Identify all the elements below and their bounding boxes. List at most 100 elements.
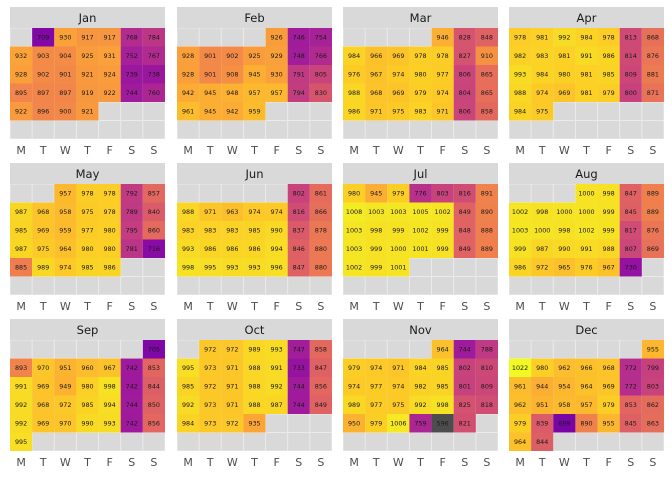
day-cell <box>142 377 165 396</box>
empty-day-cell <box>509 277 531 295</box>
day-value-label: 979 <box>370 420 382 428</box>
empty-day-cell <box>266 184 288 202</box>
day-cell <box>387 221 410 240</box>
day-cell <box>142 221 165 240</box>
weekday-tick-label: T <box>39 300 47 313</box>
day-cell <box>142 340 165 359</box>
empty-day-cell <box>575 277 598 295</box>
day-cell <box>32 414 55 433</box>
weekday-tick-label: S <box>150 300 157 313</box>
day-value-label: 986 <box>226 245 238 253</box>
day-value-label: 814 <box>625 52 637 60</box>
day-value-label: 917 <box>81 34 93 42</box>
day-cell <box>531 358 554 377</box>
day-cell <box>221 202 244 221</box>
day-value-label: 976 <box>348 71 360 79</box>
day-value-label: 1022 <box>512 364 528 372</box>
empty-day-cell <box>121 121 143 139</box>
empty-day-cell <box>310 414 332 432</box>
day-value-label: 847 <box>315 364 327 372</box>
empty-day-cell <box>143 258 165 276</box>
empty-day-cell <box>365 277 387 295</box>
month-strip <box>177 163 332 184</box>
day-value-label: 1000 <box>534 227 550 235</box>
day-cell <box>199 202 222 221</box>
day-cell <box>365 102 388 121</box>
day-cell <box>120 65 143 84</box>
day-value-label: 954 <box>558 383 570 391</box>
day-value-label: 1002 <box>578 227 594 235</box>
day-cell <box>475 65 498 84</box>
day-value-label: 803 <box>647 383 659 391</box>
day-value-label: 1003 <box>512 227 528 235</box>
day-cell <box>597 377 620 396</box>
day-value-label: 972 <box>59 401 71 409</box>
day-value-label: 964 <box>580 383 592 391</box>
empty-day-cell <box>243 433 266 451</box>
day-value-label: 928 <box>182 52 194 60</box>
weekday-tick-label: F <box>106 456 112 469</box>
day-value-label: 969 <box>392 52 404 60</box>
empty-day-cell <box>243 28 266 46</box>
day-value-label: 998 <box>104 383 116 391</box>
day-value-label: 955 <box>647 346 659 354</box>
day-cell <box>76 258 99 277</box>
empty-day-cell <box>409 277 432 295</box>
empty-day-cell <box>76 121 99 139</box>
empty-day-cell <box>143 121 165 139</box>
empty-day-cell <box>177 340 199 358</box>
day-cell <box>453 65 476 84</box>
empty-day-cell <box>266 414 288 432</box>
day-value-label: 977 <box>81 227 93 235</box>
day-cell <box>509 358 532 377</box>
day-cell <box>365 258 388 277</box>
day-value-label: 975 <box>392 401 404 409</box>
empty-day-cell <box>32 433 54 451</box>
day-cell <box>619 395 642 414</box>
day-value-label: 1006 <box>390 420 406 428</box>
day-value-label: 985 <box>437 364 449 372</box>
day-value-label: 849 <box>459 208 471 216</box>
weekday-tick-label: W <box>227 144 238 157</box>
day-cell <box>641 28 664 47</box>
weekday-tick-label: W <box>559 456 570 469</box>
day-cell <box>243 239 266 258</box>
day-value-label: 969 <box>603 383 615 391</box>
day-cell <box>575 202 598 221</box>
day-cell <box>431 221 454 240</box>
day-cell <box>177 46 200 65</box>
month-panel-mar: Mar 946 828 848 984 966 969 978 978 827 910 976 967 9… <box>343 7 498 157</box>
weekday-tick-label: S <box>649 300 656 313</box>
day-cell <box>575 414 598 433</box>
day-value-label: 974 <box>536 89 548 97</box>
weekday-tick-label: S <box>627 144 634 157</box>
day-cell <box>98 358 121 377</box>
day-cell <box>343 83 366 102</box>
day-cell <box>177 202 200 221</box>
day-value-label: 962 <box>514 401 526 409</box>
day-cell <box>575 395 598 414</box>
day-value-label: 890 <box>580 420 592 428</box>
day-cell <box>199 395 222 414</box>
month-title: Apr <box>577 11 597 25</box>
day-value-label: 837 <box>293 227 305 235</box>
day-value-label: 962 <box>558 364 570 372</box>
day-value-label: 784 <box>148 34 160 42</box>
day-cell <box>387 395 410 414</box>
day-value-label: 709 <box>37 34 49 42</box>
day-cell <box>32 65 55 84</box>
day-cell <box>343 202 366 221</box>
empty-day-cell <box>177 28 199 46</box>
day-value-label: 979 <box>414 89 426 97</box>
day-value-label: 945 <box>248 71 260 79</box>
day-value-label: 982 <box>414 383 426 391</box>
day-value-label: 994 <box>104 401 116 409</box>
day-value-label: 978 <box>603 34 615 42</box>
day-cell <box>597 239 620 258</box>
day-value-label: 999 <box>603 227 615 235</box>
day-cell <box>243 102 266 121</box>
day-value-label: 904 <box>59 52 71 60</box>
empty-day-cell <box>509 184 531 202</box>
day-cell <box>531 83 554 102</box>
empty-day-cell <box>553 340 575 358</box>
